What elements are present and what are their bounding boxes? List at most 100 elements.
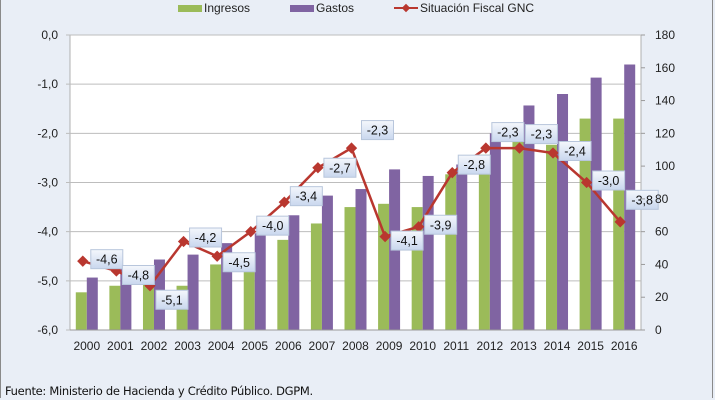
line-marker	[177, 235, 190, 248]
data-label-box	[121, 265, 155, 285]
x-axis-tick-label: 2013	[510, 339, 537, 353]
data-label: -3,9	[430, 218, 452, 232]
data-label-box	[155, 289, 189, 310]
line-marker	[312, 162, 324, 174]
bar-gastos	[120, 267, 132, 330]
data-label: -2,4	[564, 145, 586, 159]
bar-gastos	[557, 94, 569, 330]
data-label: -5,1	[161, 293, 183, 307]
data-label-box	[390, 230, 424, 251]
data-label-box	[222, 252, 256, 273]
right-axis-tick-label: 80	[655, 192, 669, 206]
bar-ingresos	[512, 141, 524, 330]
right-axis-tick-label: 60	[655, 225, 669, 239]
right-axis-tick-label: 20	[655, 290, 669, 304]
bar-ingresos	[75, 292, 87, 330]
data-label-box	[524, 124, 558, 145]
data-label: -2,8	[463, 158, 485, 172]
data-label-box	[323, 157, 357, 178]
bar-ingresos	[546, 144, 558, 330]
data-label: -2,3	[531, 128, 553, 142]
legend-swatch-ingresos	[178, 4, 202, 12]
x-axis-tick-label: 2007	[309, 339, 336, 353]
data-label: -4,5	[228, 256, 250, 270]
right-axis-tick-label: 100	[655, 159, 675, 173]
bar-gastos	[254, 233, 266, 330]
line-marker	[446, 167, 458, 179]
data-label: -4,1	[396, 234, 418, 248]
bar-gastos	[422, 175, 434, 330]
legend-label-situacion-fiscal: Situación Fiscal GNC	[420, 1, 535, 15]
bar-gastos	[590, 77, 602, 330]
data-label: -4,0	[262, 219, 284, 233]
data-label-box	[289, 186, 323, 207]
right-axis-tick-label: 40	[655, 257, 669, 271]
data-label: -3,0	[598, 174, 620, 188]
bar-ingresos	[378, 203, 390, 330]
right-axis-tick-label: 120	[655, 126, 675, 140]
x-axis-tick-label: 2010	[409, 339, 436, 353]
legend: Ingresos Gastos Situación Fiscal GNC	[0, 0, 715, 18]
data-label-box	[361, 120, 394, 141]
data-label-box	[592, 170, 626, 191]
data-label: -3,4	[296, 190, 318, 204]
data-label: -4,8	[128, 269, 150, 283]
legend-swatch-gastos	[290, 4, 314, 12]
x-axis-tick-label: 2014	[544, 339, 571, 353]
x-axis-tick-label: 2015	[577, 339, 604, 353]
left-axis-tick-label: -6,0	[37, 323, 58, 337]
line-marker	[547, 147, 559, 159]
legend-label-gastos: Gastos	[316, 1, 355, 15]
x-axis-tick-label: 2009	[376, 339, 403, 353]
left-axis-tick-label: -5,0	[37, 274, 58, 288]
data-label-box	[457, 154, 491, 175]
bar-ingresos	[310, 223, 322, 330]
data-label: -4,6	[96, 253, 118, 267]
legend-item-ingresos: Ingresos	[178, 1, 250, 15]
bar-ingresos	[109, 285, 121, 330]
x-axis-tick-label: 2002	[141, 339, 168, 353]
line-marker	[345, 142, 358, 154]
right-axis-tick-label: 160	[655, 61, 675, 75]
x-axis-tick-label: 2005	[241, 339, 268, 353]
legend-item-situacion-fiscal: Situación Fiscal GNC	[394, 1, 534, 15]
x-axis-tick-label: 2006	[275, 339, 302, 353]
line-marker	[614, 216, 626, 228]
data-label: -2,7	[329, 161, 351, 175]
x-axis-tick-label: 2000	[73, 339, 100, 353]
bar-ingresos	[478, 154, 490, 330]
bar-ingresos	[277, 239, 289, 330]
bar-ingresos	[344, 207, 356, 330]
data-label-box	[90, 249, 124, 270]
left-axis-tick-label: -4,0	[37, 225, 58, 239]
right-axis-tick-label: 0	[655, 323, 662, 337]
line-marker	[413, 221, 425, 233]
bar-ingresos	[243, 264, 255, 330]
data-label-box	[558, 141, 592, 161]
right-axis-tick-label: 140	[655, 94, 675, 108]
bar-ingresos	[411, 207, 423, 330]
bar-gastos	[86, 277, 98, 330]
source-note: Fuente: Ministerio de Hacienda y Crédito…	[5, 384, 313, 398]
bar-gastos	[221, 243, 233, 330]
bar-gastos	[456, 164, 468, 330]
bar-gastos	[288, 215, 300, 330]
bar-gastos	[187, 254, 199, 330]
legend-item-gastos: Gastos	[290, 1, 354, 15]
bar-gastos	[489, 133, 501, 330]
left-axis-tick-label: 0,0	[41, 28, 58, 42]
x-axis-tick-label: 2004	[208, 339, 235, 353]
data-label: -3,8	[631, 193, 653, 207]
x-axis-tick-label: 2016	[611, 339, 638, 353]
line-marker	[513, 142, 526, 154]
legend-swatch-situacion-fiscal	[394, 3, 418, 13]
x-axis-tick-label: 2011	[443, 339, 469, 353]
line-marker	[278, 196, 290, 208]
legend-label-ingresos: Ingresos	[204, 1, 251, 15]
line-marker	[211, 250, 223, 262]
x-axis-tick-label: 2008	[342, 339, 369, 353]
x-axis-tick-label: 2012	[477, 339, 504, 353]
bar-gastos	[321, 195, 333, 330]
